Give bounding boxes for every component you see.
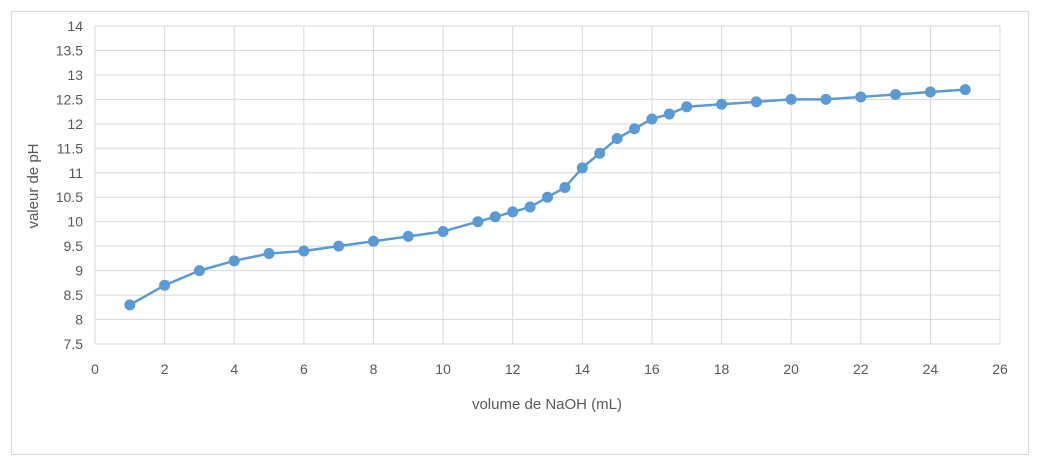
y-tick-label: 9 xyxy=(75,263,83,279)
data-point xyxy=(437,225,449,237)
y-tick-labels: 7.5 8 8.5 9 9.5 10 10.5 11 11.5 12 12.5 13 13.5 14 xyxy=(56,18,83,352)
x-tick-label: 18 xyxy=(714,361,730,377)
y-tick-label: 13 xyxy=(67,67,83,83)
chart-frame xyxy=(11,11,1029,455)
data-point xyxy=(333,240,345,252)
data-point xyxy=(663,108,675,120)
data-point xyxy=(681,101,693,113)
data-point xyxy=(629,123,641,135)
data-point xyxy=(402,230,414,242)
data-point xyxy=(193,265,205,277)
data-points xyxy=(124,84,971,311)
y-tick-label: 14 xyxy=(67,18,83,34)
x-tick-label: 26 xyxy=(992,361,1008,377)
x-tick-labels: 0 2 4 6 8 10 12 14 16 18 20 22 24 26 xyxy=(91,361,1008,377)
data-point xyxy=(890,88,902,100)
y-tick-label: 8 xyxy=(75,312,83,328)
x-tick-label: 4 xyxy=(230,361,238,377)
data-point xyxy=(298,245,310,257)
data-point xyxy=(124,299,136,311)
y-tick-label: 11 xyxy=(68,165,83,181)
x-tick-label: 16 xyxy=(644,361,660,377)
data-point xyxy=(228,255,240,267)
y-tick-label: 12.5 xyxy=(56,91,83,107)
x-tick-label: 22 xyxy=(853,361,869,377)
y-tick-label: 9.5 xyxy=(64,238,84,254)
y-tick-label: 10.5 xyxy=(56,189,83,205)
x-tick-label: 0 xyxy=(91,361,99,377)
y-tick-label: 8.5 xyxy=(64,287,84,303)
data-point xyxy=(750,96,762,108)
x-tick-label: 24 xyxy=(923,361,939,377)
data-point xyxy=(472,216,484,228)
x-tick-label: 6 xyxy=(300,361,308,377)
x-tick-label: 2 xyxy=(161,361,169,377)
data-point xyxy=(263,247,275,259)
data-point xyxy=(611,133,623,145)
gridlines xyxy=(94,25,1001,345)
data-point xyxy=(576,162,588,174)
x-tick-label: 10 xyxy=(435,361,451,377)
y-tick-label: 11.5 xyxy=(57,140,83,156)
y-tick-label: 10 xyxy=(67,214,83,230)
x-axis-title: volume de NaOH (mL) xyxy=(472,396,622,413)
data-point xyxy=(367,235,379,247)
data-point xyxy=(594,147,606,159)
data-point xyxy=(524,201,536,213)
y-tick-label: 12 xyxy=(67,116,83,132)
data-point xyxy=(489,211,501,223)
data-point xyxy=(646,113,658,125)
data-point xyxy=(820,93,832,105)
data-point xyxy=(559,181,571,193)
x-tick-label: 8 xyxy=(370,361,378,377)
data-point xyxy=(507,206,519,218)
y-tick-label: 13.5 xyxy=(56,42,83,58)
data-point xyxy=(924,86,936,98)
data-point xyxy=(716,98,728,110)
y-tick-label: 7.5 xyxy=(64,336,84,352)
x-tick-label: 14 xyxy=(575,361,591,377)
data-point xyxy=(159,279,171,291)
data-point xyxy=(542,191,553,203)
data-point xyxy=(855,91,867,103)
x-tick-label: 20 xyxy=(783,361,799,377)
x-tick-label: 12 xyxy=(505,361,521,377)
data-point xyxy=(959,84,971,96)
y-axis-title: valeur de pH xyxy=(25,143,42,228)
data-point xyxy=(785,93,797,105)
